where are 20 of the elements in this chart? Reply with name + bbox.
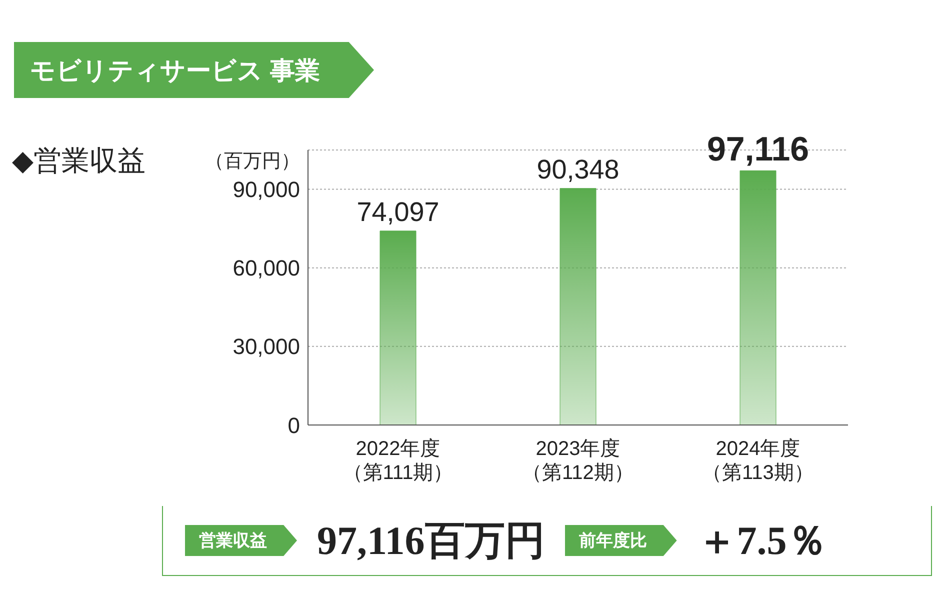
y-tick-label: 90,000 [232,177,300,202]
y-axis-title: （百万円） [205,150,300,174]
text: 営業収益 [185,525,297,556]
data-label: 97,116 [706,130,810,169]
bar [380,230,416,425]
data-label: 90,348 [536,154,620,184]
y-tick-label: 0 [288,412,300,438]
y-tick-label: 30,000 [232,334,300,360]
data-label: 74,097 [356,196,440,227]
text: ＋7.5％ [696,517,827,565]
bar [740,170,776,425]
text: 前年度比 [564,525,677,556]
text: ◆営業収益 [12,145,146,176]
x-tick-label: 2024年度（第113期） [702,438,814,484]
x-tick-label: 2023年度（第112期） [522,438,634,484]
text: 97,116百万円 [317,517,545,565]
bar [560,188,596,425]
chart-title: モビリティサービス 事業 [14,42,374,98]
x-tick-label: 2022年度（第111期） [342,438,454,484]
y-tick-label: 60,000 [232,256,300,281]
